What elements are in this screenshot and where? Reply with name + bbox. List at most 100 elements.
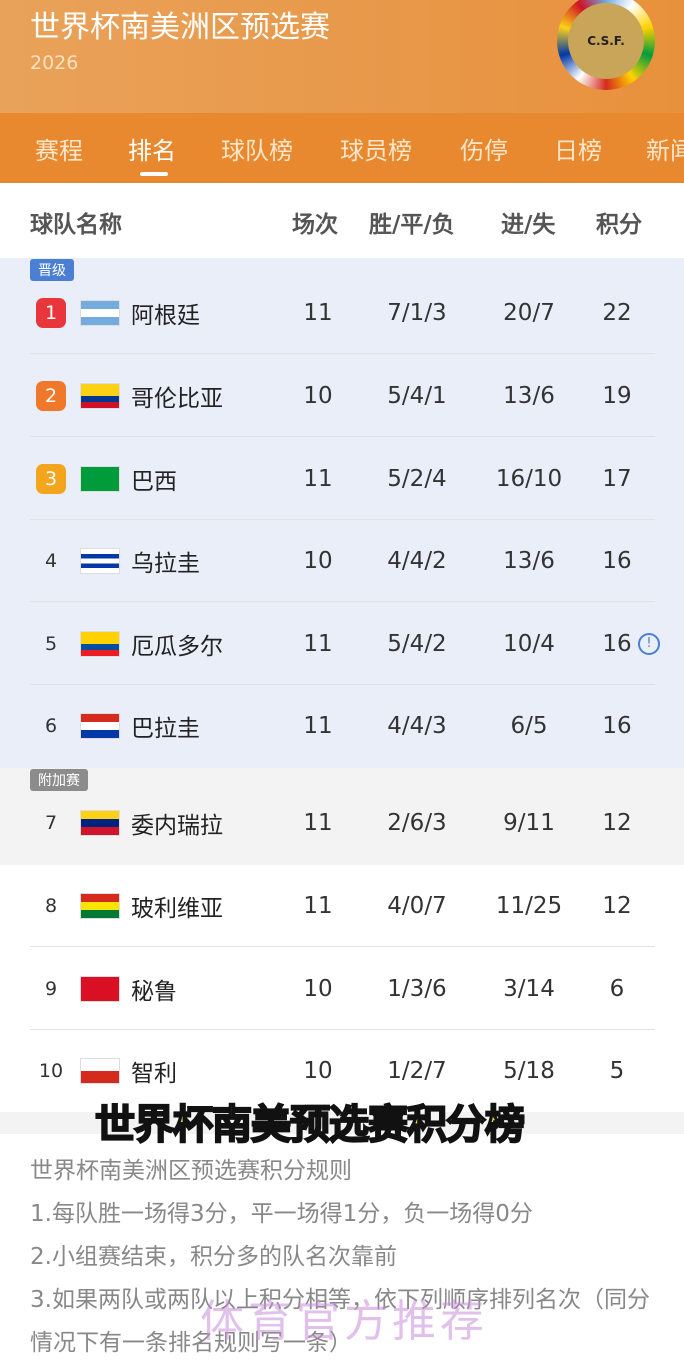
played: 10 bbox=[303, 547, 333, 574]
points: 12 bbox=[602, 892, 632, 919]
win-draw-loss: 5/4/1 bbox=[387, 382, 447, 409]
played: 11 bbox=[303, 299, 333, 326]
played: 11 bbox=[303, 892, 333, 919]
team-name: 玻利维亚 bbox=[131, 895, 223, 922]
win-draw-loss: 2/6/3 bbox=[387, 810, 447, 836]
logo-text: C.S.F. bbox=[568, 3, 644, 79]
tab-3[interactable]: 球员榜 bbox=[340, 137, 412, 165]
goals: 20/7 bbox=[503, 299, 555, 326]
goals: 3/14 bbox=[503, 975, 555, 1002]
table-row[interactable]: 5 厄瓜多尔 11 5/4/2 10/4 16! bbox=[30, 603, 660, 685]
rule-item: 2.小组赛结束，积分多的队名次靠前 bbox=[30, 1244, 397, 1270]
win-draw-loss: 1/2/7 bbox=[387, 1058, 447, 1084]
team-flag-icon bbox=[80, 299, 120, 326]
divider bbox=[0, 1112, 684, 1134]
team-name: 委内瑞拉 bbox=[131, 813, 223, 839]
table-row[interactable]: 3 巴西 11 5/2/4 16/10 17 bbox=[30, 438, 655, 520]
points: 16 bbox=[602, 713, 632, 739]
video-caption: 世界杯南美预选赛积分榜 bbox=[94, 1101, 526, 1149]
rank-badge: 6 bbox=[44, 715, 58, 737]
table-row[interactable]: 7 委内瑞拉 11 2/6/3 9/11 12 bbox=[30, 782, 655, 864]
win-draw-loss: 4/4/2 bbox=[387, 547, 447, 574]
rank-badge: 5 bbox=[44, 632, 58, 655]
rank-badge: 4 bbox=[44, 549, 58, 572]
table-row[interactable]: 2 哥伦比亚 10 5/4/1 13/6 19 bbox=[30, 355, 655, 437]
played: 10 bbox=[303, 1058, 333, 1084]
team-name: 阿根廷 bbox=[131, 302, 200, 329]
tab-1[interactable]: 排名 bbox=[128, 137, 176, 165]
win-draw-loss: 5/2/4 bbox=[387, 465, 447, 492]
tab-bar: 赛程 排名 球队榜 球员榜 伤停 日榜 新闻 bbox=[0, 113, 684, 183]
header-wdl: 胜/平/负 bbox=[369, 212, 455, 238]
points: 17 bbox=[602, 465, 632, 492]
team-name: 巴拉圭 bbox=[131, 716, 200, 742]
playoff-tag: 附加赛 bbox=[30, 769, 88, 791]
goals: 13/6 bbox=[503, 547, 555, 574]
header-played: 场次 bbox=[292, 212, 338, 238]
played: 10 bbox=[303, 382, 333, 409]
info-icon[interactable]: ! bbox=[638, 632, 660, 655]
tab-2[interactable]: 球队榜 bbox=[221, 137, 293, 165]
rank-badge: 10 bbox=[38, 1060, 64, 1082]
qualified-zone bbox=[0, 258, 684, 768]
goals: 13/6 bbox=[503, 382, 555, 409]
win-draw-loss: 5/4/2 bbox=[387, 630, 447, 657]
header-team: 球队名称 bbox=[30, 212, 122, 238]
rank-badge: 3 bbox=[36, 463, 66, 494]
season-year: 2026 bbox=[30, 52, 79, 74]
goals: 11/25 bbox=[495, 892, 563, 919]
team-flag-icon bbox=[80, 382, 120, 409]
points: 22 bbox=[602, 299, 632, 326]
qualified-tag: 晋级 bbox=[30, 259, 74, 281]
header-goals: 进/失 bbox=[501, 212, 556, 238]
team-name: 乌拉圭 bbox=[131, 550, 200, 577]
team-flag-icon bbox=[80, 713, 120, 739]
win-draw-loss: 4/0/7 bbox=[387, 892, 447, 919]
table-row[interactable]: 6 巴拉圭 11 4/4/3 6/5 16 bbox=[30, 685, 655, 767]
table-row[interactable]: 9 秘鲁 10 1/3/6 3/14 6 bbox=[30, 948, 655, 1030]
points: 5 bbox=[609, 1058, 625, 1084]
table-row[interactable]: 4 乌拉圭 10 4/4/2 13/6 16 bbox=[30, 520, 655, 602]
team-flag-icon bbox=[80, 892, 120, 919]
rules-section: 世界杯南美洲区预选赛积分规则 1.每队胜一场得3分，平一场得1分，负一场得0分 … bbox=[30, 1150, 650, 1365]
rules-title: 世界杯南美洲区预选赛积分规则 bbox=[30, 1158, 352, 1184]
team-flag-icon bbox=[80, 1058, 120, 1084]
table-row[interactable]: 8 玻利维亚 11 4/0/7 11/25 12 bbox=[30, 865, 655, 947]
played: 11 bbox=[303, 713, 333, 739]
tab-6[interactable]: 新闻 bbox=[646, 137, 684, 165]
table-row[interactable]: 10 智利 10 1/2/7 5/18 5 bbox=[30, 1030, 655, 1112]
tab-4[interactable]: 伤停 bbox=[460, 137, 508, 165]
goals: 16/10 bbox=[495, 465, 563, 492]
played: 11 bbox=[303, 810, 333, 836]
tab-0[interactable]: 赛程 bbox=[35, 137, 83, 165]
team-flag-icon bbox=[80, 465, 120, 492]
active-tab-indicator bbox=[140, 172, 168, 176]
csf-logo: C.S.F. bbox=[557, 0, 655, 90]
goals: 9/11 bbox=[503, 810, 555, 836]
watermark: 体育官方推荐 bbox=[200, 1296, 488, 1347]
points: 16 bbox=[602, 630, 632, 657]
points: 6 bbox=[609, 975, 625, 1002]
team-name: 智利 bbox=[131, 1061, 177, 1087]
table-row[interactable]: 1 阿根廷 11 7/1/3 20/7 22 bbox=[30, 272, 655, 354]
team-name: 秘鲁 bbox=[131, 978, 177, 1005]
goals: 10/4 bbox=[503, 630, 555, 657]
rank-badge: 2 bbox=[36, 380, 66, 411]
played: 11 bbox=[303, 630, 333, 657]
page-title: 世界杯南美洲区预选赛 bbox=[30, 10, 330, 45]
team-flag-icon bbox=[80, 630, 120, 657]
header-points: 积分 bbox=[596, 212, 642, 238]
team-name: 哥伦比亚 bbox=[131, 385, 223, 412]
win-draw-loss: 4/4/3 bbox=[387, 713, 447, 739]
tab-5[interactable]: 日榜 bbox=[554, 137, 602, 165]
team-flag-icon bbox=[80, 547, 120, 574]
rule-item: 3.如果两队或两队以上积分相等，依下列顺序排列名次（同分情况下有一条排名规则写一… bbox=[30, 1287, 650, 1356]
goals: 6/5 bbox=[510, 713, 548, 739]
points: 16 bbox=[602, 547, 632, 574]
win-draw-loss: 1/3/6 bbox=[387, 975, 447, 1002]
team-flag-icon bbox=[80, 975, 120, 1002]
goals: 5/18 bbox=[503, 1058, 555, 1084]
table-header: 球队名称 场次 胜/平/负 进/失 积分 bbox=[0, 183, 684, 258]
points: 19 bbox=[602, 382, 632, 409]
rank-badge: 1 bbox=[36, 297, 66, 328]
